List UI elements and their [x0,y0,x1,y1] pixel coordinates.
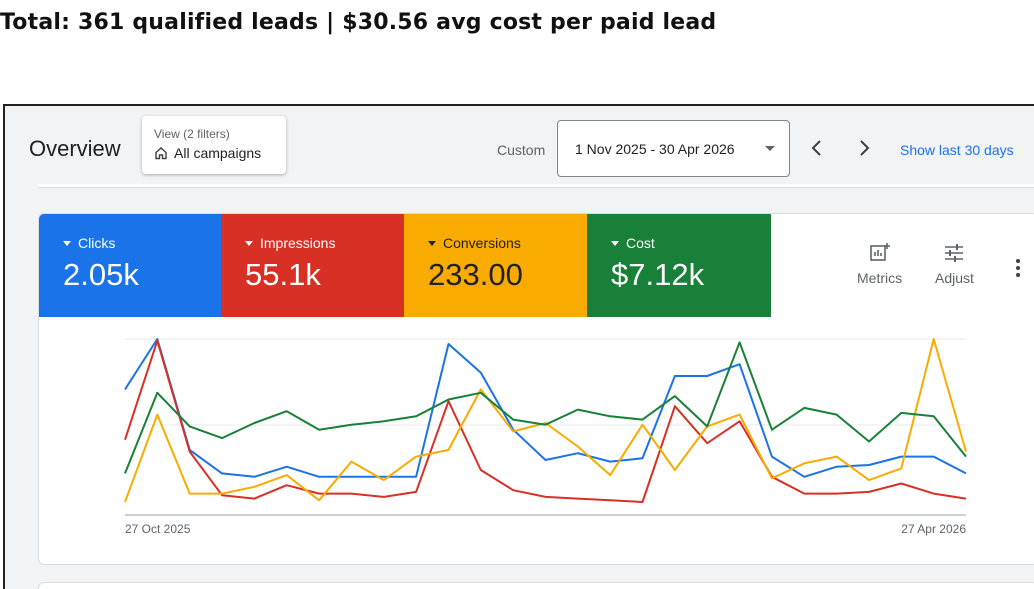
metric-label: Conversions [443,235,521,251]
home-icon [154,146,168,160]
show-last-30-days-link[interactable]: Show last 30 days [900,142,1014,158]
custom-label: Custom [497,142,546,158]
performance-line-chart: 27 Oct 2025 27 Apr 2026 [124,338,967,536]
series-line-1 [124,339,967,503]
metric-value: $7.12k [611,257,705,292]
chart-add-icon [869,243,890,261]
metric-value: 233.00 [428,257,523,292]
view-selection-label: All campaigns [174,145,262,161]
overview-panel: Overview View (2 filters) All campaigns … [3,104,1034,589]
headline: Total: 361 qualified leads | $30.56 avg … [0,10,717,35]
series-line-2 [124,338,967,503]
series-line-3 [124,341,967,474]
x-axis-start-label: 27 Oct 2025 [125,522,191,536]
caret-down-icon [63,240,71,246]
metric-cost[interactable]: Cost $7.12k [587,214,771,317]
view-filters-label: View (2 filters) [154,127,230,141]
adjust-button[interactable]: Adjust [935,242,974,286]
more-options-icon[interactable] [1015,258,1021,283]
chevron-right-icon[interactable] [852,136,876,160]
chevron-left-icon[interactable] [805,136,829,160]
metrics-button[interactable]: Metrics [857,242,902,286]
page-title: Overview [29,136,121,161]
metric-value: 2.05k [63,257,139,292]
metric-impressions[interactable]: Impressions 55.1k [221,214,404,317]
x-axis-end-label: 27 Apr 2026 [901,522,966,536]
secondary-card [38,582,1034,589]
caret-down-icon [611,240,619,246]
metrics-label: Metrics [857,270,903,286]
caret-down-icon [428,240,436,246]
performance-card: Clicks 2.05k Impressions 55.1k Conversio… [38,213,1034,565]
metric-label: Cost [626,235,655,251]
metric-label: Impressions [260,235,336,251]
summary-strip [38,184,1034,188]
metric-label: Clicks [78,235,116,251]
campaign-view-selector[interactable]: View (2 filters) All campaigns [142,116,286,174]
adjust-label: Adjust [935,270,974,286]
caret-down-icon [245,240,253,246]
metric-conversions[interactable]: Conversions 233.00 [404,214,587,317]
date-range-text: 1 Nov 2025 - 30 Apr 2026 [575,141,735,157]
metric-value: 55.1k [245,257,321,292]
tune-icon [945,244,964,262]
caret-down-icon [765,146,775,151]
series-line-0 [124,338,967,478]
overview-header: Overview View (2 filters) All campaigns … [5,106,1034,188]
metric-clicks[interactable]: Clicks 2.05k [39,214,221,317]
date-range-picker[interactable]: 1 Nov 2025 - 30 Apr 2026 [557,120,790,177]
